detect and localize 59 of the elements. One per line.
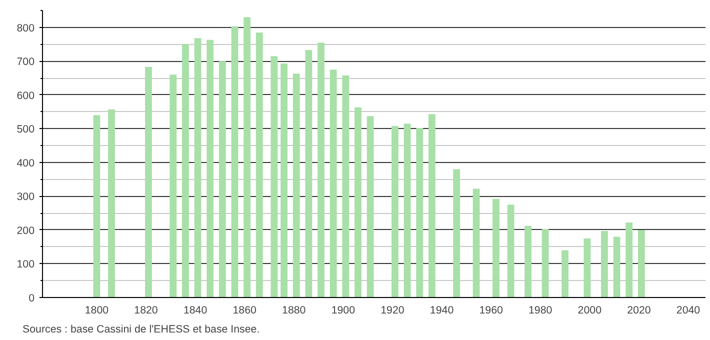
bar (507, 204, 514, 298)
bar (354, 107, 362, 298)
bar (492, 198, 500, 298)
bar (600, 230, 608, 298)
y-tick-label: 100 (16, 258, 35, 271)
x-tick-label: 1900 (331, 304, 356, 316)
bar (206, 40, 214, 298)
bar (145, 66, 152, 298)
y-tick-label: 800 (16, 22, 35, 34)
bar (613, 236, 620, 298)
x-tick-label: 1960 (479, 304, 503, 316)
y-tick-label: 400 (16, 157, 35, 170)
bar (292, 74, 300, 298)
bar (182, 44, 189, 298)
bar (231, 26, 238, 298)
bar (170, 74, 177, 298)
x-tick-label: 1860 (232, 304, 257, 316)
bar (562, 250, 568, 298)
bar (584, 238, 591, 298)
y-tick-label: 600 (16, 90, 35, 102)
bar (256, 32, 263, 298)
x-tick-label: 2040 (676, 304, 700, 316)
bar (218, 61, 226, 298)
bar (342, 75, 350, 298)
bar (305, 50, 312, 298)
bar (428, 114, 436, 298)
bar (524, 226, 532, 298)
x-tick-label: 1940 (430, 304, 454, 316)
x-tick-label: 1840 (183, 304, 208, 316)
x-tick-label: 2020 (627, 304, 651, 316)
x-tick-label: 1880 (282, 304, 306, 316)
bar (280, 64, 288, 298)
y-tick-label: 0 (28, 292, 35, 304)
y-tick-label: 200 (16, 224, 35, 237)
bar (108, 109, 115, 298)
x-tick-label: 1820 (134, 304, 158, 316)
bar (318, 42, 324, 298)
bar (194, 38, 202, 298)
bar (542, 228, 549, 298)
bar (244, 17, 251, 298)
y-tick-label: 300 (16, 191, 35, 204)
bar (270, 56, 278, 298)
x-tick-label: 1800 (84, 304, 109, 316)
x-tick-label: 2000 (578, 304, 602, 316)
bar (416, 128, 424, 298)
source-note: Sources : base Cassini de l'EHESS et base Insee. (22, 324, 260, 336)
bar (392, 126, 398, 298)
bar (93, 115, 100, 298)
bar (366, 116, 374, 298)
y-tick-label: 700 (16, 56, 35, 68)
bar (472, 188, 480, 298)
bar (626, 222, 633, 298)
y-tick-label: 500 (16, 124, 35, 136)
bar (638, 230, 645, 298)
x-tick-label: 1980 (528, 304, 552, 316)
bar (404, 124, 411, 298)
x-tick-label: 1920 (380, 304, 404, 316)
bar (330, 70, 337, 298)
bar (453, 169, 460, 298)
